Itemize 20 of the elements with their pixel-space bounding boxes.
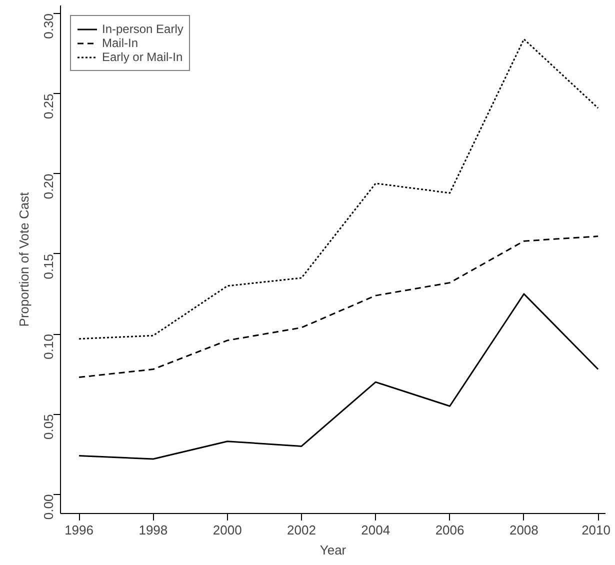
- x-tick-label: 1996: [64, 522, 94, 538]
- legend-label: Mail-In: [102, 36, 138, 50]
- x-tick-label: 2004: [361, 522, 390, 538]
- y-tick-label: 0.05: [41, 414, 56, 440]
- y-tick-label: 0.15: [41, 254, 56, 280]
- x-tick-label: 2006: [435, 522, 464, 538]
- x-tick-label: 2002: [287, 522, 316, 538]
- x-tick-label: 1998: [138, 522, 168, 538]
- x-tick-label: 2010: [582, 522, 610, 538]
- legend-label: In-person Early: [102, 22, 184, 36]
- y-tick-label: 0.20: [41, 174, 56, 200]
- y-tick-label: 0.00: [41, 494, 56, 520]
- legend-label: Early or Mail-In: [102, 50, 183, 64]
- y-axis-title: Proportion of Vote Cast: [16, 192, 32, 327]
- y-tick-label: 0.30: [41, 14, 56, 39]
- y-tick-label: 0.10: [41, 334, 56, 360]
- y-tick-label: 0.25: [41, 94, 56, 119]
- x-tick-label: 2008: [509, 522, 538, 538]
- x-axis-title: Year: [320, 542, 347, 558]
- x-tick-label: 2000: [212, 522, 242, 538]
